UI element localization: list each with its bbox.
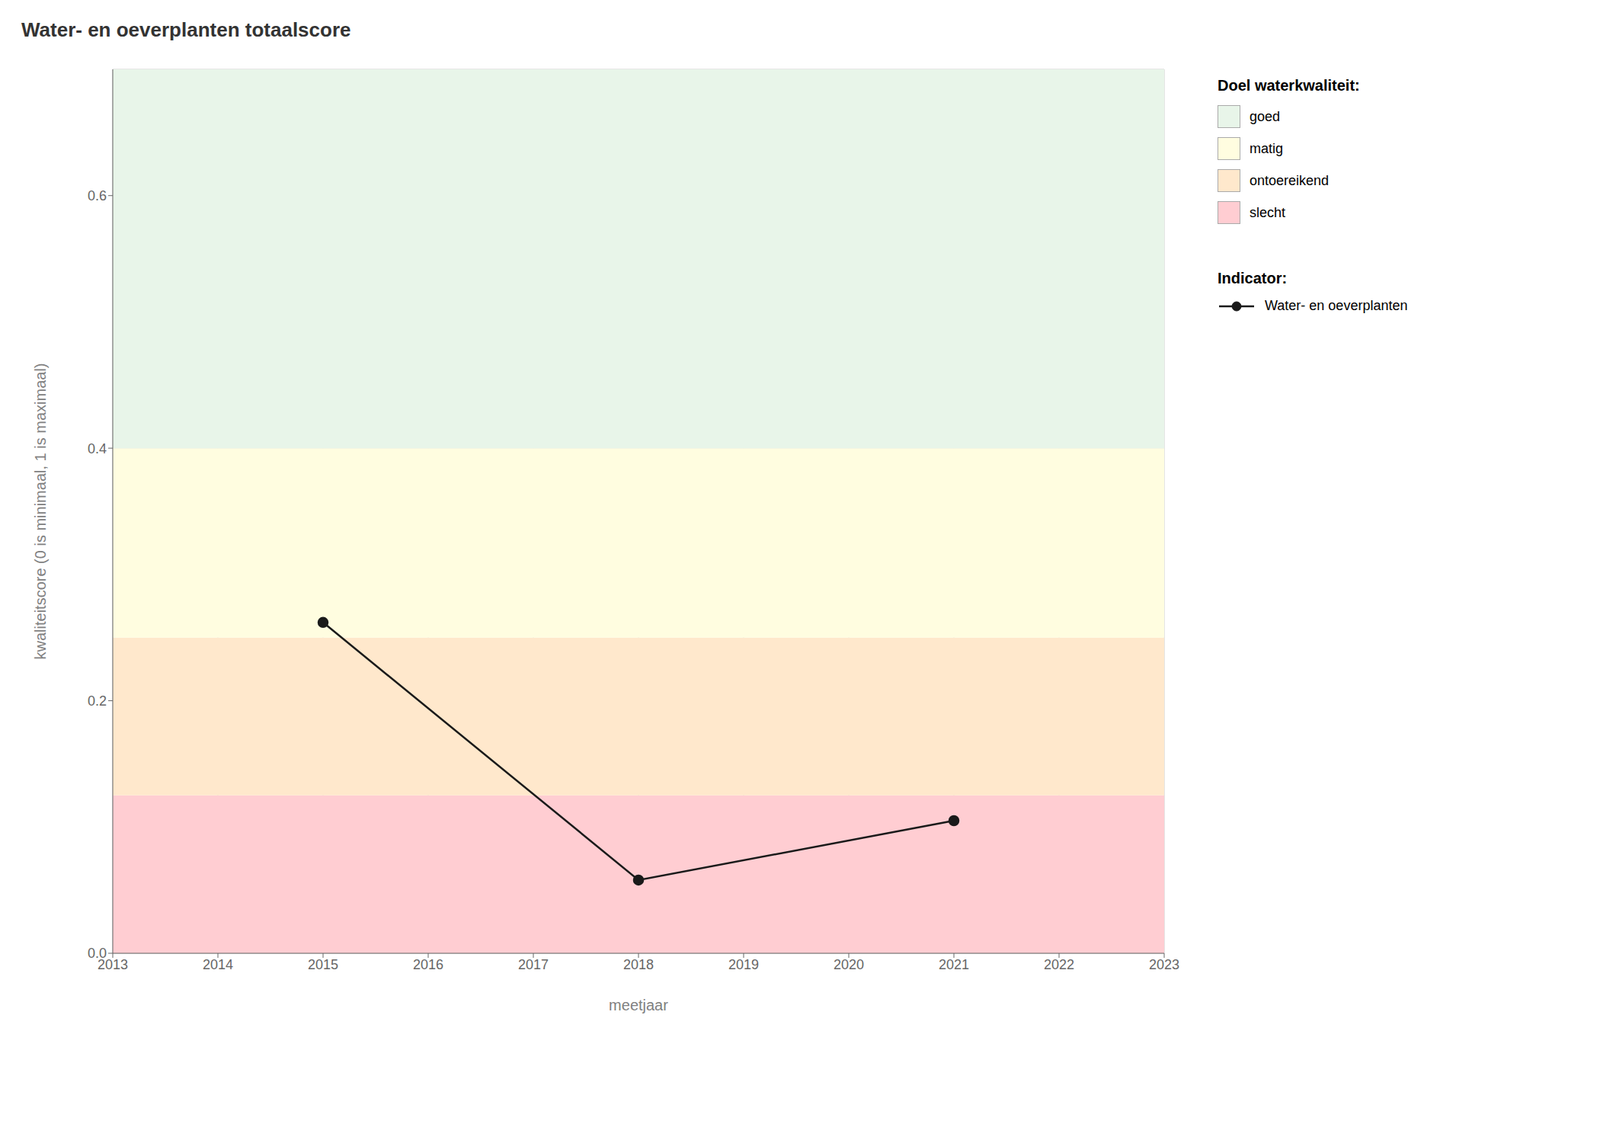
svg-text:2015: 2015 xyxy=(307,956,339,973)
html-text:matig: matig xyxy=(1249,140,1284,156)
html-text:goed: goed xyxy=(1249,108,1280,124)
html-text:Water- en oeverplanten: Water- en oeverplanten xyxy=(1264,297,1408,314)
svg-text:0.0: 0.0 xyxy=(87,945,107,961)
svg-text:2019: 2019 xyxy=(728,956,759,973)
svg-text:0.2: 0.2 xyxy=(87,693,107,709)
svg-text:2017: 2017 xyxy=(518,956,549,973)
svg-text:meetjaar: meetjaar xyxy=(608,996,669,1014)
svg-text:2016: 2016 xyxy=(412,956,444,973)
svg-text:2022: 2022 xyxy=(1043,956,1075,973)
svg-text:2014: 2014 xyxy=(202,956,234,973)
svg-text:kwaliteitscore (0 is minimaal,: kwaliteitscore (0 is minimaal, 1 is maxi… xyxy=(32,363,49,660)
html-text:Doel waterkwaliteit:: Doel waterkwaliteit: xyxy=(1217,76,1360,94)
svg-text:2023: 2023 xyxy=(1148,956,1180,973)
svg-text:2020: 2020 xyxy=(833,956,864,973)
svg-text:0.6: 0.6 xyxy=(87,188,107,204)
html-text:Indicator:: Indicator: xyxy=(1217,269,1287,287)
svg-text:2018: 2018 xyxy=(623,956,654,973)
html-text:Water- en oeverplanten totaals: Water- en oeverplanten totaalscore xyxy=(21,18,351,42)
html-text:slecht: slecht xyxy=(1249,204,1286,220)
svg-text:2013: 2013 xyxy=(97,956,128,973)
svg-text:0.4: 0.4 xyxy=(87,441,107,457)
svg-text:2021: 2021 xyxy=(938,956,970,973)
html-text:ontoereikend: ontoereikend xyxy=(1249,172,1329,188)
